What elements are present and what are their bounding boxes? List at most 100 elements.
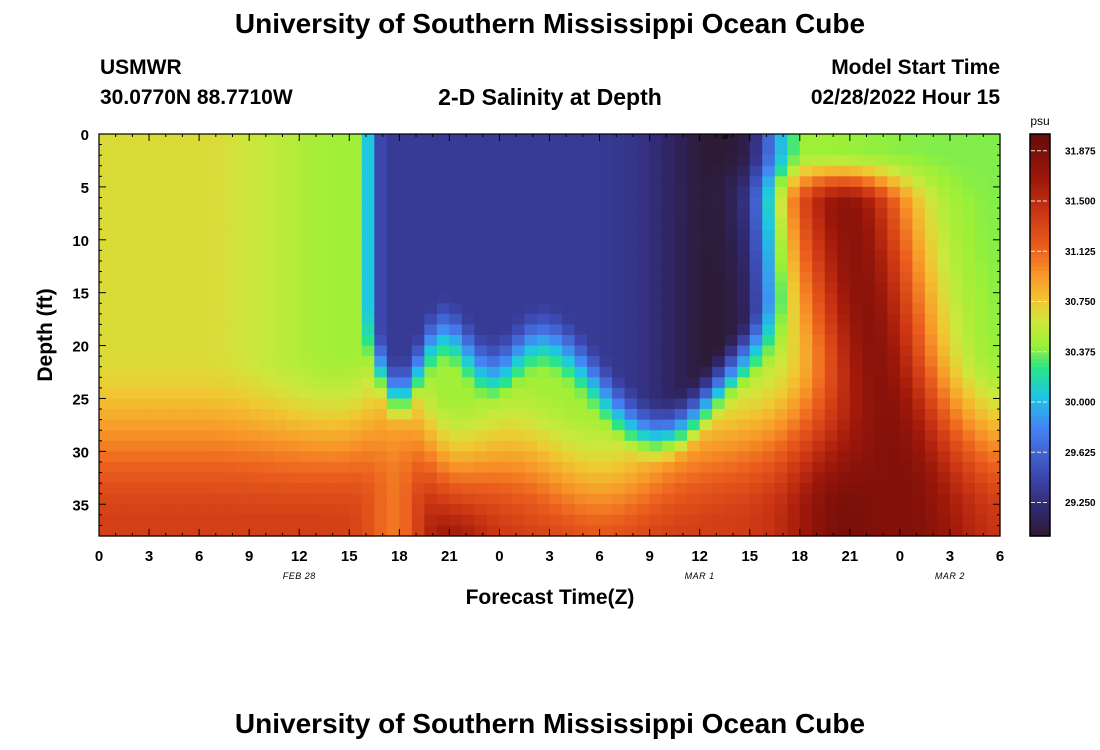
heatmap-cell [737, 303, 751, 315]
heatmap-cell [749, 409, 763, 421]
heatmap-cell [724, 282, 738, 294]
heatmap-cell [674, 356, 688, 368]
x-tick-label: 0 [95, 548, 103, 565]
x-tick-label: 3 [145, 548, 153, 565]
heatmap-cell [149, 525, 163, 537]
heatmap-cell [924, 197, 939, 209]
heatmap-cell [536, 313, 551, 326]
heatmap-cell [774, 292, 788, 304]
heatmap-cell [174, 313, 188, 326]
heatmap-cell [612, 472, 626, 484]
heatmap-cell [236, 451, 250, 463]
heatmap-cell [224, 292, 238, 304]
heatmap-cell [762, 461, 776, 474]
heatmap-cell [136, 186, 150, 199]
heatmap-cell [774, 493, 788, 505]
heatmap-cell [849, 398, 863, 410]
heatmap-cell [762, 504, 776, 516]
heatmap-cell [311, 430, 325, 442]
heatmap-cell [174, 430, 188, 442]
heatmap-cell [486, 345, 501, 357]
heatmap-cell [662, 356, 676, 368]
heatmap-cell [124, 430, 138, 442]
heatmap-cell [949, 366, 964, 378]
heatmap-cell [824, 134, 838, 146]
heatmap-cell [599, 271, 613, 283]
heatmap-cell [612, 483, 626, 495]
heatmap-cell [249, 472, 263, 484]
heatmap-cell [124, 335, 138, 347]
heatmap-cell [386, 292, 400, 304]
heatmap-cell [587, 197, 601, 209]
heatmap-cell [261, 430, 275, 442]
heatmap-cell [662, 409, 676, 421]
heatmap-cell [299, 282, 313, 294]
heatmap-cell [249, 419, 263, 431]
heatmap-cell [899, 134, 913, 146]
heatmap-cell [336, 229, 350, 241]
heatmap-cell [411, 218, 425, 230]
heatmap-cell [499, 186, 513, 199]
heatmap-cell [899, 144, 913, 156]
heatmap-cell [311, 144, 325, 156]
heatmap-cell [937, 271, 951, 283]
heatmap-cell [924, 377, 939, 389]
heatmap-cell [762, 144, 776, 156]
heatmap-cell [599, 292, 613, 304]
heatmap-cell [424, 197, 438, 209]
heatmap-cell [436, 419, 450, 431]
heatmap-cell [674, 525, 688, 537]
heatmap-cell [649, 472, 663, 484]
heatmap-cell [474, 483, 488, 495]
heatmap-cell [737, 345, 751, 357]
heatmap-cell [799, 176, 813, 188]
heatmap-cell [562, 472, 576, 484]
heatmap-cell [737, 409, 751, 421]
heatmap-cell [987, 303, 1001, 315]
heatmap-cell [724, 313, 738, 326]
heatmap-cell [899, 483, 913, 495]
heatmap-cell [812, 504, 826, 516]
heatmap-cell [624, 472, 638, 484]
heatmap-cell [111, 282, 125, 294]
heatmap-cell [249, 282, 263, 294]
heatmap-cell [974, 282, 989, 294]
heatmap-cell [524, 356, 538, 368]
heatmap-cell [649, 525, 663, 537]
heatmap-cell [974, 155, 989, 167]
heatmap-cell [324, 493, 338, 505]
heatmap-cell [186, 387, 200, 400]
heatmap-cell [874, 419, 888, 431]
heatmap-cell [899, 356, 913, 368]
heatmap-cell [624, 345, 638, 357]
heatmap-cell [474, 461, 488, 474]
heatmap-cell [461, 430, 476, 442]
heatmap-cell [224, 134, 238, 146]
heatmap-cell [186, 282, 200, 294]
heatmap-cell [299, 377, 313, 389]
heatmap-cell [612, 186, 626, 199]
heatmap-cell [787, 483, 801, 495]
heatmap-cell [399, 504, 413, 516]
heatmap-cell [962, 239, 976, 251]
heatmap-cell [311, 197, 325, 209]
heatmap-cell [899, 186, 913, 199]
heatmap-cell [211, 335, 225, 347]
heatmap-cell [199, 387, 213, 400]
heatmap-cell [461, 176, 476, 188]
heatmap-cell [749, 493, 763, 505]
heatmap-cell [662, 313, 676, 326]
heatmap-cell [424, 134, 438, 146]
heatmap-cell [799, 345, 813, 357]
heatmap-cell [261, 493, 275, 505]
heatmap-cell [637, 324, 651, 336]
heatmap-cell [474, 430, 488, 442]
heatmap-cell [662, 176, 676, 188]
heatmap-cell [912, 525, 926, 537]
heatmap-cell [336, 250, 350, 262]
heatmap-cell [124, 493, 138, 505]
heatmap-cell [449, 461, 463, 474]
heatmap-cell [399, 271, 413, 283]
heatmap-cell [424, 155, 438, 167]
heatmap-cell [937, 165, 951, 177]
